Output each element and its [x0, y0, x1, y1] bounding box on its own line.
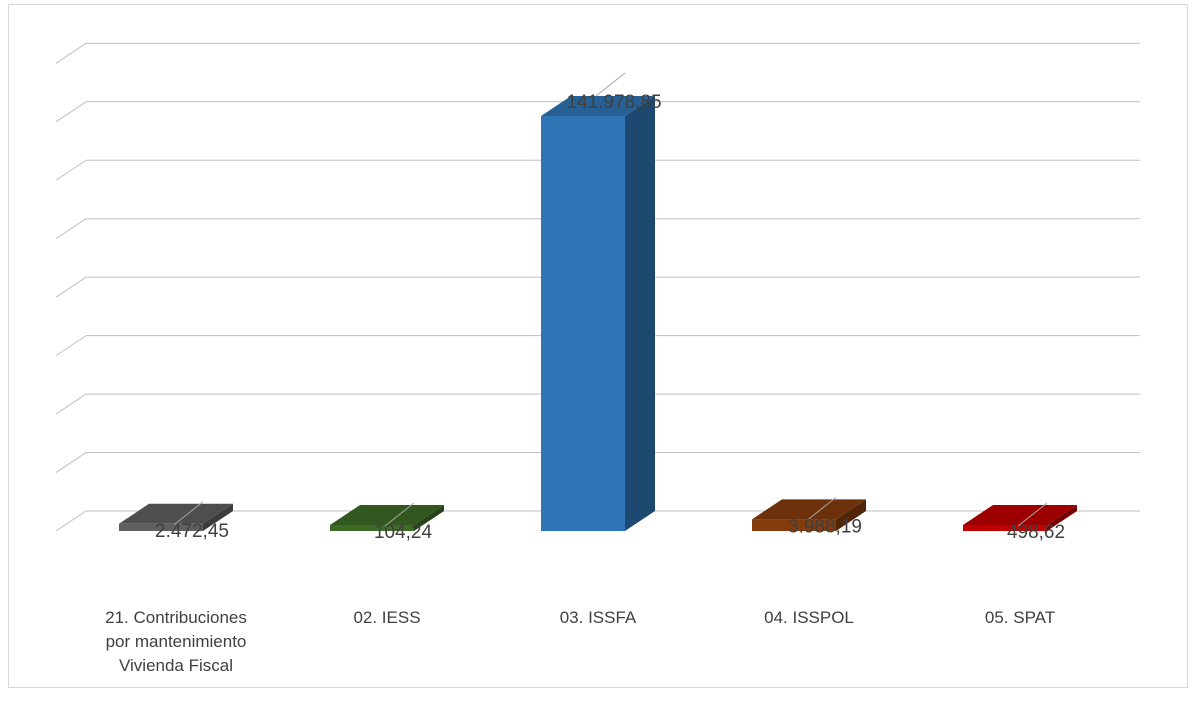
data-label: 104,24: [374, 522, 433, 543]
bar-4: [752, 499, 866, 531]
category-label: 03. ISSFA: [559, 608, 637, 627]
bar-top: [752, 499, 866, 520]
leader-line: [595, 72, 626, 97]
bar-front: [963, 525, 1047, 531]
bar-front: [752, 519, 836, 531]
bar-side: [414, 505, 444, 531]
gridline-wall: [55, 218, 87, 240]
gridline-wall: [55, 159, 87, 181]
gridline-wall: [55, 276, 87, 298]
gridline-wall: [55, 42, 87, 64]
bar-front: [330, 525, 414, 531]
bar-top: [330, 505, 444, 525]
data-label: 2.472,45: [155, 521, 229, 542]
data-labels: 2.472,45 104,24 141.978,85 3.988,19 498,62: [155, 72, 1065, 543]
category-label: 02. IESS: [353, 608, 421, 627]
bar-5: [963, 505, 1077, 531]
leader-line: [806, 496, 837, 521]
bar-top: [119, 503, 233, 524]
leader-line: [1017, 502, 1048, 527]
category-label: 05. SPAT: [984, 608, 1056, 627]
data-label: 3.988,19: [788, 516, 862, 537]
gridline-wall: [55, 101, 87, 123]
bar-front: [119, 523, 203, 531]
gridline-wall: [55, 452, 87, 473]
bar-1: [119, 503, 233, 531]
leader-line: [384, 502, 415, 527]
chart-area: [8, 4, 1188, 688]
bar-top: [963, 505, 1077, 525]
leader-line: [173, 501, 204, 526]
gridline-wall: [55, 510, 87, 532]
bar-side: [203, 503, 233, 531]
bar-3: [541, 96, 655, 531]
bar-side: [625, 96, 655, 531]
gridline-wall: [55, 335, 87, 357]
bar-2: [330, 505, 444, 531]
bars: [119, 96, 1077, 531]
category-label: 21. Contribuciones por mantenimiento Viv…: [105, 608, 247, 675]
bar-top: [541, 96, 655, 116]
bar-side: [836, 499, 866, 531]
gridline-wall: [55, 393, 87, 415]
data-label: 141.978,85: [566, 92, 661, 113]
category-label: 04. ISSPOL: [764, 608, 854, 627]
data-label: 498,62: [1007, 522, 1065, 543]
bar-side: [1047, 505, 1077, 531]
bar-front: [541, 116, 625, 531]
